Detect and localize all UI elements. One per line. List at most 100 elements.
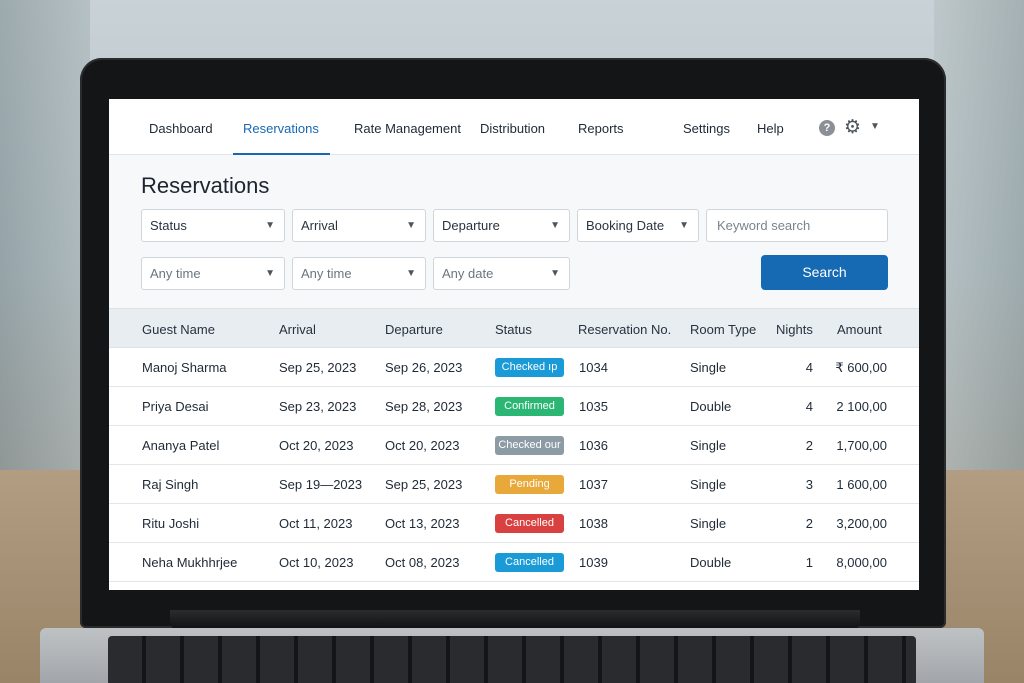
table-row[interactable]: Priya Desai Sep 23, 2023 Sep 28, 2023 Co… <box>109 387 919 426</box>
status-badge: Checked ıp <box>495 358 564 377</box>
table-row[interactable]: Ananya Patel Oct 20, 2023 Oct 20, 2023 C… <box>109 426 919 465</box>
column-header-amount[interactable]: Amount <box>837 322 882 337</box>
help-icon[interactable]: ? <box>819 120 835 136</box>
chevron-down-icon: ▼ <box>679 220 689 231</box>
room-type-cell: Single <box>690 477 727 492</box>
column-header-departure[interactable]: Departure <box>385 322 443 337</box>
reservations-table: Guest Name Arrival Departure Status Rese… <box>109 308 919 582</box>
amount-cell: 2 100,00 <box>836 399 887 414</box>
arrival-cell: Sep 25, 2023 <box>279 360 357 375</box>
amount-cell: ₹ 600,00 <box>835 360 887 375</box>
search-button[interactable]: Search <box>761 255 888 290</box>
column-header-nights[interactable]: Nights <box>776 322 813 337</box>
app-screen: Dashboard Reservations Rate Management D… <box>109 99 919 590</box>
arrival-cell: Oct 10, 2023 <box>279 555 354 570</box>
arrival-cell: Oct 11, 2023 <box>279 516 353 531</box>
status-badge: Checked our <box>495 436 564 455</box>
chevron-down-icon: ▼ <box>265 220 275 231</box>
table-row[interactable]: Neha Mukhhrjee Oct 10, 2023 Oct 08, 2023… <box>109 543 919 582</box>
nights-cell: 3 <box>805 477 813 492</box>
room-type-cell: Double <box>690 399 732 414</box>
nights-cell: 2 <box>805 516 813 531</box>
chevron-down-icon: ▼ <box>550 268 560 279</box>
nav-help[interactable]: Help <box>757 121 784 136</box>
departure-cell: Sep 25, 2023 <box>385 477 463 492</box>
nav-reservations[interactable]: Reservations <box>243 121 319 136</box>
nav-distribution[interactable]: Distribution <box>480 121 546 136</box>
booking-date-filter[interactable]: Booking Date ▼ <box>577 209 699 242</box>
nights-cell: 1 <box>805 555 813 570</box>
reservation-no-cell: 1036 <box>579 438 608 453</box>
nav-reports[interactable]: Reports <box>578 121 624 136</box>
status-filter[interactable]: Status ▼ <box>141 209 285 242</box>
guest-name-cell: Raj Singh <box>142 477 199 492</box>
arrival-cell: Sep 19—2023 <box>279 477 363 492</box>
page-title: Reservations <box>141 173 270 198</box>
gear-icon[interactable]: ⚙ <box>844 117 862 138</box>
chevron-down-icon[interactable]: ▼ <box>870 121 880 132</box>
column-header-room-type[interactable]: Room Type <box>690 322 757 337</box>
departure-date-filter[interactable]: Any date ▼ <box>433 257 570 290</box>
departure-date-filter-label: Any date <box>442 266 494 281</box>
status-badge: Pending <box>495 475 564 494</box>
departure-cell: Sep 26, 2023 <box>385 360 463 375</box>
departure-filter-label: Departure <box>442 218 500 233</box>
nights-cell: 4 <box>805 399 813 414</box>
departure-cell: Sep 28, 2023 <box>385 399 463 414</box>
laptop-hinge <box>170 610 860 630</box>
reservation-no-cell: 1037 <box>579 477 608 492</box>
chevron-down-icon: ▼ <box>406 220 416 231</box>
chevron-down-icon: ▼ <box>550 220 560 231</box>
arrival-cell: Sep 23, 2023 <box>279 399 357 414</box>
amount-cell: 1 600,00 <box>836 477 887 492</box>
reservation-no-cell: 1038 <box>579 516 608 531</box>
column-header-arrival[interactable]: Arrival <box>279 322 316 337</box>
guest-name-cell: Ritu Joshi <box>142 516 200 531</box>
guest-name-cell: Manoj Sharma <box>142 360 227 375</box>
departure-cell: Oct 20, 2023 <box>385 438 460 453</box>
booking-date-filter-label: Booking Date <box>586 218 665 233</box>
column-header-status[interactable]: Status <box>495 322 532 337</box>
nav-dashboard[interactable]: Dashboard <box>149 121 213 136</box>
departure-cell: Oct 08, 2023 <box>385 555 460 570</box>
active-tab-indicator <box>233 153 330 155</box>
amount-cell: 3,200,00 <box>836 516 887 531</box>
arrival-time-filter[interactable]: Any time ▼ <box>292 257 426 290</box>
guest-name-cell: Ananya Patel <box>142 438 220 453</box>
nav-rate-management[interactable]: Rate Management <box>354 121 461 136</box>
room-type-cell: Single <box>690 360 727 375</box>
departure-cell: Oct 13, 2023 <box>385 516 460 531</box>
departure-filter[interactable]: Departure ▼ <box>433 209 570 242</box>
status-badge: Confirmed <box>495 397 564 416</box>
table-header: Guest Name Arrival Departure Status Rese… <box>109 308 919 348</box>
arrival-time-filter-label: Any time <box>301 266 352 281</box>
status-filter-label: Status <box>150 218 187 233</box>
guest-name-cell: Neha Mukhhrjee <box>142 555 238 570</box>
room-type-cell: Single <box>690 438 727 453</box>
reservation-no-cell: 1039 <box>579 555 608 570</box>
room-type-cell: Single <box>690 516 727 531</box>
status-time-filter[interactable]: Any time ▼ <box>141 257 285 290</box>
amount-cell: 8,000,00 <box>836 555 887 570</box>
column-header-guest-name[interactable]: Guest Name <box>142 322 215 337</box>
column-header-reservation-no[interactable]: Reservation No. <box>578 322 672 337</box>
status-badge: Cancelled <box>495 553 564 572</box>
nights-cell: 2 <box>805 438 813 453</box>
guest-name-cell: Priya Desai <box>142 399 209 414</box>
amount-cell: 1,700,00 <box>836 438 887 453</box>
table-row[interactable]: Ritu Joshi Oct 11, 2023 Oct 13, 2023 Can… <box>109 504 919 543</box>
arrival-cell: Oct 20, 2023 <box>279 438 354 453</box>
chevron-down-icon: ▼ <box>265 268 275 279</box>
arrival-filter-label: Arrival <box>301 218 338 233</box>
reservation-no-cell: 1035 <box>579 399 608 414</box>
nights-cell: 4 <box>805 360 813 375</box>
table-row[interactable]: Raj Singh Sep 19—2023 Sep 25, 2023 Pendi… <box>109 465 919 504</box>
top-navigation: Dashboard Reservations Rate Management D… <box>109 99 919 155</box>
keyword-search-input[interactable] <box>706 209 888 242</box>
reservation-no-cell: 1034 <box>579 360 608 375</box>
nav-settings[interactable]: Settings <box>683 121 730 136</box>
table-row[interactable]: Manoj Sharma Sep 25, 2023 Sep 26, 2023 C… <box>109 348 919 387</box>
arrival-filter[interactable]: Arrival ▼ <box>292 209 426 242</box>
chevron-down-icon: ▼ <box>406 268 416 279</box>
status-time-filter-label: Any time <box>150 266 201 281</box>
